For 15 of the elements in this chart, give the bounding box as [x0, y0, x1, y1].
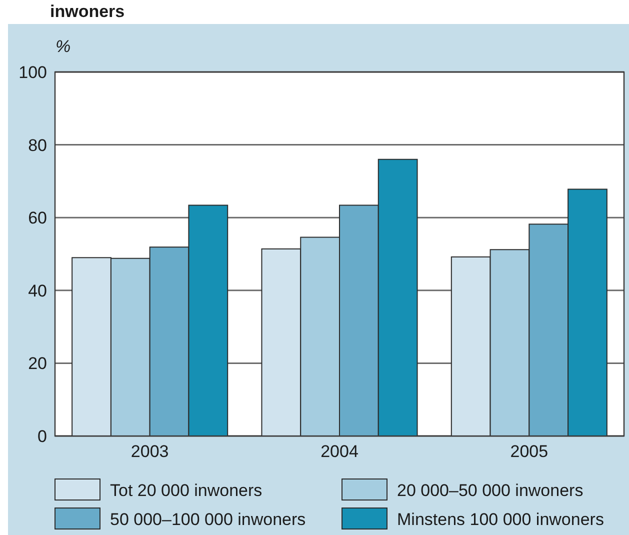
legend-label: 50 000–100 000 inwoners	[110, 510, 306, 529]
y-tick-label: 60	[28, 208, 47, 228]
x-tick-label: 2005	[510, 442, 548, 461]
x-tick-label: 2003	[130, 442, 169, 461]
chart-title: inwoners	[50, 2, 125, 21]
legend-label: Tot 20 000 inwoners	[110, 481, 262, 500]
legend-label: 20 000–50 000 inwoners	[397, 481, 584, 500]
y-tick-label: 20	[28, 354, 47, 374]
y-tick-label: 40	[28, 281, 47, 300]
y-tick-label: 100	[18, 62, 47, 82]
y-tick-label: 0	[38, 426, 47, 446]
y-axis-title: %	[55, 37, 71, 56]
legend-label: Minstens 100 000 inwoners	[397, 510, 604, 529]
x-tick-label: 2004	[320, 442, 358, 461]
y-tick-label: 80	[28, 136, 47, 155]
